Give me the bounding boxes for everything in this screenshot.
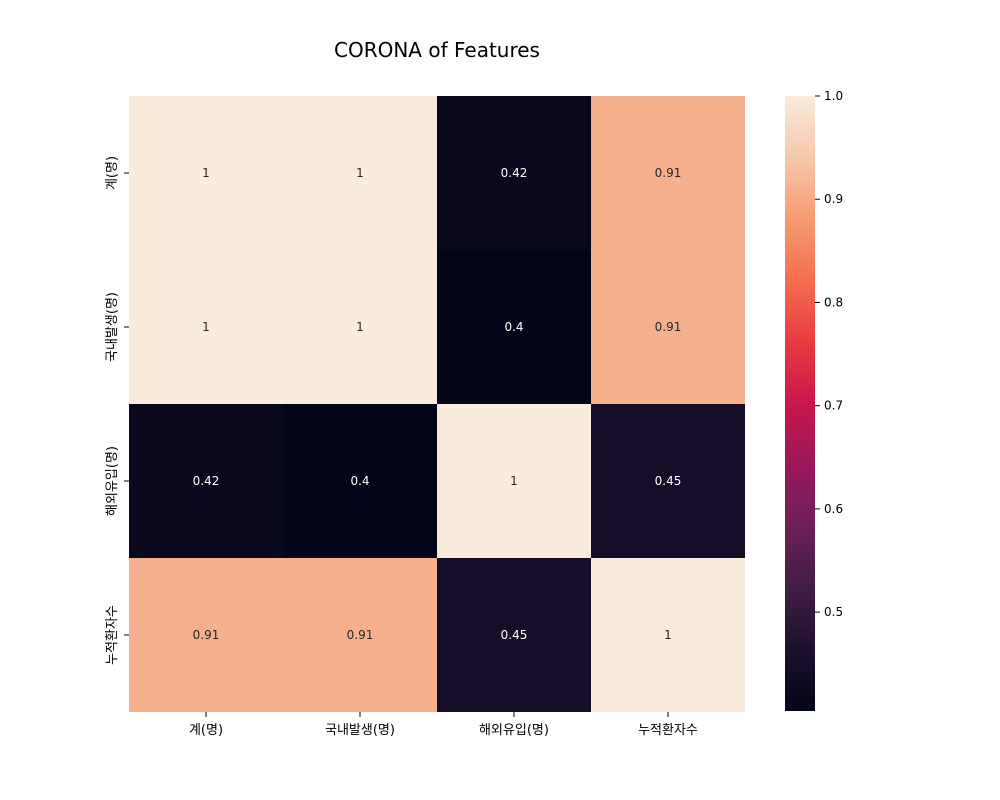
cell-annotation: 0.45 — [655, 474, 682, 488]
cell-annotation: 0.42 — [501, 166, 528, 180]
heatmap-annotations: 1 1 0.42 0.91 1 1 0.4 0.91 0.42 0.4 1 0.45 0.91 0.91 0… — [193, 166, 682, 642]
cell-annotation: 1 — [664, 628, 672, 642]
chart-title: CORONA of Features — [334, 38, 540, 62]
cell-annotation: 1 — [202, 320, 210, 334]
heatmap-cell — [129, 96, 283, 250]
heatmap-cell — [283, 558, 437, 712]
cell-annotation: 0.42 — [193, 474, 220, 488]
heatmap-cell — [129, 404, 283, 558]
heatmap-cell — [129, 558, 283, 712]
heatmap-cells — [129, 96, 745, 712]
y-axis: 계(명) 국내발생(명) 해외유입(명) 누적환자수 — [105, 156, 129, 665]
heatmap-cell — [437, 96, 591, 250]
cell-annotation: 0.91 — [347, 628, 374, 642]
cell-annotation: 1 — [510, 474, 518, 488]
x-tick-label: 계(명) — [189, 723, 223, 738]
colorbar-tick-label: 0.7 — [824, 399, 843, 413]
colorbar-gradient — [785, 96, 815, 711]
x-tick-label: 해외유입(명) — [479, 723, 549, 738]
cell-annotation: 0.91 — [655, 320, 682, 334]
heatmap-cell — [591, 96, 745, 250]
x-axis: 계(명) 국내발생(명) 해외유입(명) 누적환자수 — [189, 712, 698, 738]
cell-annotation: 0.91 — [193, 628, 220, 642]
cell-annotation: 0.45 — [501, 628, 528, 642]
heatmap-cell — [283, 250, 437, 404]
y-tick-label: 계(명) — [105, 156, 120, 190]
heatmap-cell — [283, 96, 437, 250]
y-tick-label: 해외유입(명) — [105, 446, 120, 516]
cell-annotation: 0.91 — [655, 166, 682, 180]
colorbar-tick-label: 0.9 — [824, 192, 843, 206]
y-tick-label: 국내발생(명) — [105, 292, 120, 362]
cell-annotation: 0.4 — [350, 474, 369, 488]
heatmap-cell — [129, 250, 283, 404]
cell-annotation: 0.4 — [504, 320, 523, 334]
heatmap-cell — [437, 250, 591, 404]
colorbar-tick-label: 0.6 — [824, 502, 843, 516]
colorbar: 0.5 0.6 0.7 0.8 0.9 1.0 — [785, 89, 843, 711]
heatmap-cell — [437, 558, 591, 712]
cell-annotation: 1 — [356, 320, 364, 334]
heatmap-cell — [283, 404, 437, 558]
colorbar-tick-label: 0.5 — [824, 605, 843, 619]
cell-annotation: 1 — [356, 166, 364, 180]
heatmap-cell — [437, 404, 591, 558]
x-tick-label: 국내발생(명) — [325, 723, 395, 738]
colorbar-tick-label: 0.8 — [824, 295, 843, 309]
y-tick-label: 누적환자수 — [105, 605, 120, 665]
heatmap-cell — [591, 250, 745, 404]
heatmap-cell — [591, 404, 745, 558]
heatmap-cell — [591, 558, 745, 712]
cell-annotation: 1 — [202, 166, 210, 180]
x-tick-label: 누적환자수 — [638, 723, 698, 738]
colorbar-tick-label: 1.0 — [824, 89, 843, 103]
